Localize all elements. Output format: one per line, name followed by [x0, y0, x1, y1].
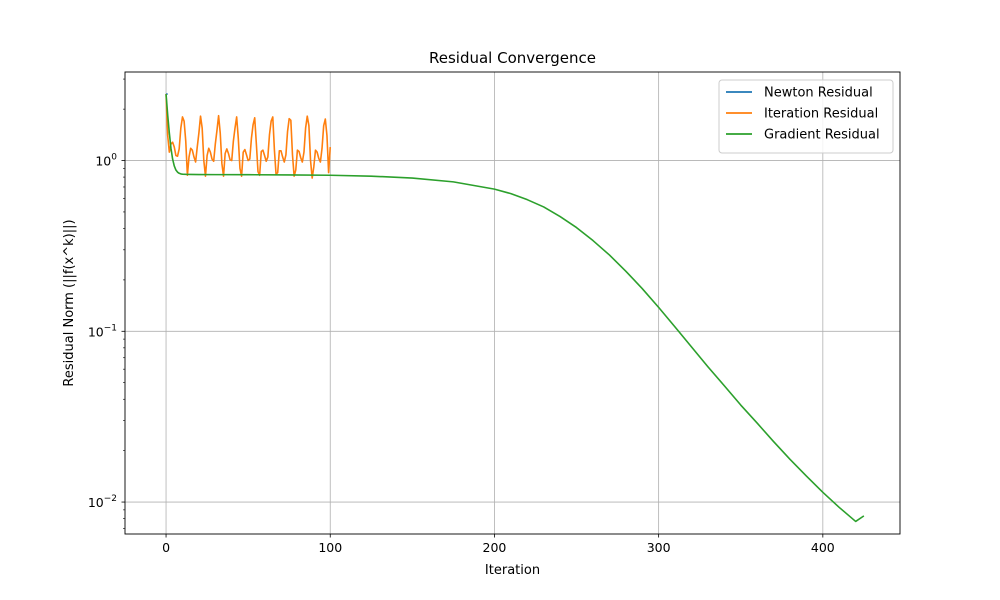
y-tick-label: 10−2 [88, 494, 117, 510]
legend-label: Newton Residual [764, 86, 873, 101]
x-axis-label: Iteration [485, 563, 540, 578]
x-tick-label: 200 [483, 540, 507, 555]
series-line-2 [165, 94, 332, 179]
grid-layer [125, 72, 900, 534]
y-tick-label: 100 [95, 153, 117, 169]
x-tick-label: 400 [811, 540, 835, 555]
y-tick-label: 10−1 [88, 323, 117, 339]
x-tick-label: 0 [162, 540, 170, 555]
legend-label: Gradient Residual [764, 128, 880, 143]
tick-layer: 0 100 200 300 400 10−2 10−1 100 [88, 78, 835, 555]
legend: Newton Residual Iteration Residual Gradien… [718, 79, 894, 154]
x-tick-label: 300 [647, 540, 671, 555]
chart-title: Residual Convergence [429, 49, 596, 67]
legend-box [718, 79, 894, 154]
x-tick-label: 100 [318, 540, 342, 555]
axes-frame [124, 71, 901, 535]
y-axis-label: Residual Norm (||f(x^k)||) [62, 219, 77, 386]
series-line-3 [165, 94, 865, 523]
series-layer [165, 93, 865, 523]
legend-label: Iteration Residual [764, 107, 878, 122]
